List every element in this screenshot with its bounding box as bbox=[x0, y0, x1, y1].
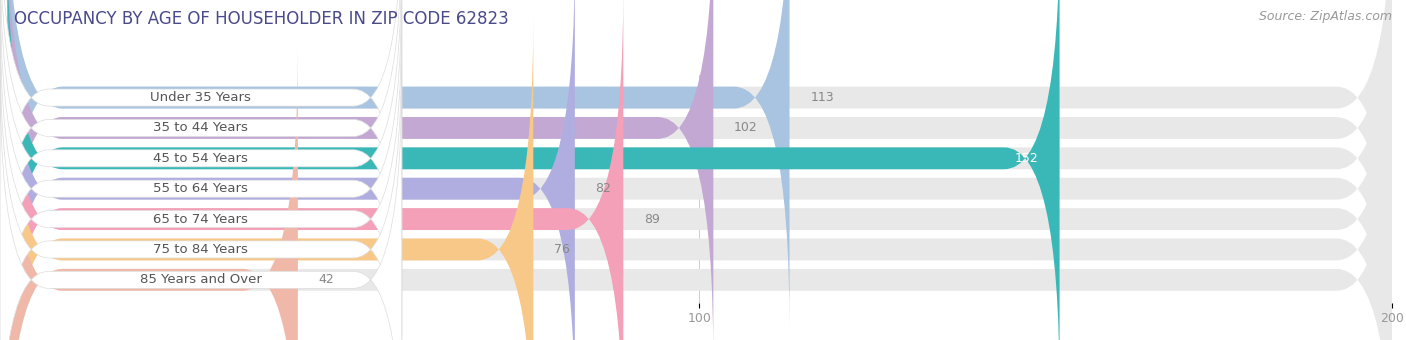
FancyBboxPatch shape bbox=[7, 48, 1392, 340]
FancyBboxPatch shape bbox=[7, 0, 623, 340]
Text: 55 to 64 Years: 55 to 64 Years bbox=[153, 182, 249, 195]
FancyBboxPatch shape bbox=[7, 0, 1392, 330]
FancyBboxPatch shape bbox=[0, 15, 402, 340]
FancyBboxPatch shape bbox=[7, 0, 1060, 340]
Text: 85 Years and Over: 85 Years and Over bbox=[141, 273, 262, 286]
FancyBboxPatch shape bbox=[7, 0, 790, 330]
Text: 35 to 44 Years: 35 to 44 Years bbox=[153, 121, 249, 134]
Text: 102: 102 bbox=[734, 121, 758, 134]
FancyBboxPatch shape bbox=[7, 0, 1392, 340]
FancyBboxPatch shape bbox=[7, 17, 533, 340]
FancyBboxPatch shape bbox=[7, 0, 1392, 340]
Text: OCCUPANCY BY AGE OF HOUSEHOLDER IN ZIP CODE 62823: OCCUPANCY BY AGE OF HOUSEHOLDER IN ZIP C… bbox=[14, 10, 509, 28]
Text: 113: 113 bbox=[810, 91, 834, 104]
FancyBboxPatch shape bbox=[7, 48, 298, 340]
Text: 45 to 54 Years: 45 to 54 Years bbox=[153, 152, 249, 165]
FancyBboxPatch shape bbox=[0, 0, 402, 340]
Text: 76: 76 bbox=[554, 243, 569, 256]
Text: 75 to 84 Years: 75 to 84 Years bbox=[153, 243, 249, 256]
Text: 42: 42 bbox=[319, 273, 335, 286]
Text: Source: ZipAtlas.com: Source: ZipAtlas.com bbox=[1258, 10, 1392, 23]
Text: 82: 82 bbox=[596, 182, 612, 195]
FancyBboxPatch shape bbox=[7, 0, 575, 340]
FancyBboxPatch shape bbox=[7, 17, 1392, 340]
FancyBboxPatch shape bbox=[0, 0, 402, 332]
Text: Under 35 Years: Under 35 Years bbox=[150, 91, 252, 104]
Text: 65 to 74 Years: 65 to 74 Years bbox=[153, 212, 249, 225]
FancyBboxPatch shape bbox=[0, 76, 402, 340]
FancyBboxPatch shape bbox=[7, 0, 713, 340]
Text: 89: 89 bbox=[644, 212, 659, 225]
FancyBboxPatch shape bbox=[0, 0, 402, 302]
FancyBboxPatch shape bbox=[0, 0, 402, 340]
FancyBboxPatch shape bbox=[7, 0, 1392, 340]
Text: 152: 152 bbox=[1015, 152, 1039, 165]
FancyBboxPatch shape bbox=[7, 0, 1392, 340]
FancyBboxPatch shape bbox=[0, 45, 402, 340]
